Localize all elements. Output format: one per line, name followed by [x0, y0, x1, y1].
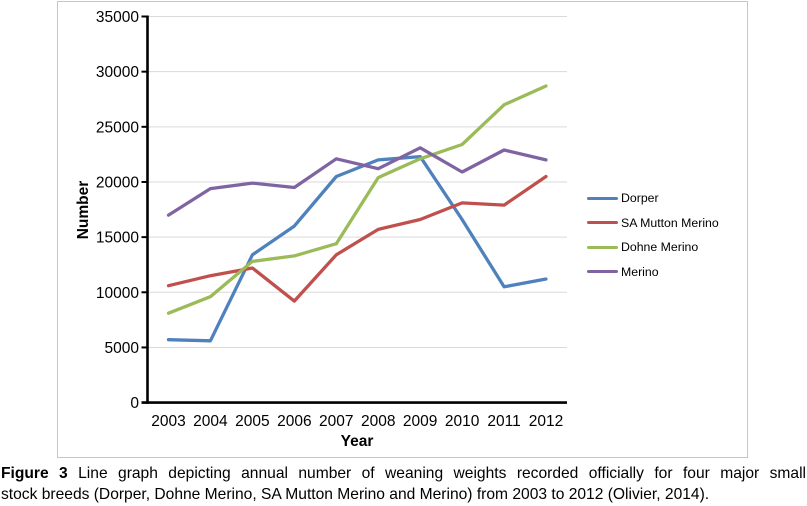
y-axis-title: Number: [75, 180, 92, 240]
legend-item-dohne-merino: Dohne Merino: [587, 235, 719, 260]
y-tick-label: 20000: [96, 174, 139, 191]
series-line-merino: [166, 146, 548, 217]
legend-swatch-sa-mutton-merino: [587, 221, 618, 225]
y-tick-label: 25000: [96, 119, 139, 136]
x-axis-title: Year: [340, 433, 374, 450]
x-tick-label: 2010: [445, 413, 480, 430]
series-line-sa-mutton-merino: [166, 174, 548, 303]
x-tick-label: 2005: [235, 413, 269, 430]
caption-text-1: Line graph depicting annual number of we…: [67, 465, 807, 482]
x-tick-label: 2008: [361, 413, 395, 430]
y-tick-label: 30000: [96, 64, 139, 81]
y-tick-label: 5000: [105, 340, 140, 357]
x-tick-label: 2012: [529, 413, 563, 430]
legend-label-merino: Merino: [621, 264, 659, 279]
legend-item-merino: Merino: [587, 260, 719, 285]
legend-item-sa-mutton-merino: SA Mutton Merino: [587, 211, 719, 236]
x-tick-label: 2006: [277, 413, 311, 430]
y-tick-label: 35000: [96, 9, 139, 26]
figure-caption: Figure 3 Line graph depicting annual num…: [1, 464, 806, 505]
x-tick-label: 2011: [487, 413, 520, 430]
legend-label-dohne-merino: Dohne Merino: [621, 240, 699, 255]
series-line-dohne-merino: [166, 84, 548, 315]
caption-line-1: Figure 3 Line graph depicting annual num…: [1, 464, 806, 485]
legend-item-dorper: Dorper: [587, 186, 719, 211]
x-tick-label: 2004: [193, 413, 228, 430]
legend: Dorper SA Mutton Merino Dohne Merino Mer…: [587, 186, 719, 284]
y-tick-label: 10000: [96, 285, 139, 302]
legend-swatch-dohne-merino: [587, 245, 618, 249]
legend-label-sa-mutton-merino: SA Mutton Merino: [621, 215, 719, 230]
caption-line-2: stock breeds (Dorper, Dohne Merino, SA M…: [1, 485, 710, 503]
legend-swatch-merino: [587, 270, 618, 274]
y-tick-label: 15000: [96, 230, 139, 247]
series-line-dorper: [166, 154, 548, 343]
x-tick-label: 2003: [151, 413, 185, 430]
legend-swatch-dorper: [587, 196, 618, 200]
legend-label-dorper: Dorper: [621, 191, 659, 206]
x-tick-label: 2007: [319, 413, 353, 430]
chart-frame: [57, 1, 748, 458]
x-tick-label: 2009: [403, 413, 437, 430]
y-tick-label: 0: [130, 395, 139, 412]
caption-label: Figure 3: [1, 465, 68, 482]
